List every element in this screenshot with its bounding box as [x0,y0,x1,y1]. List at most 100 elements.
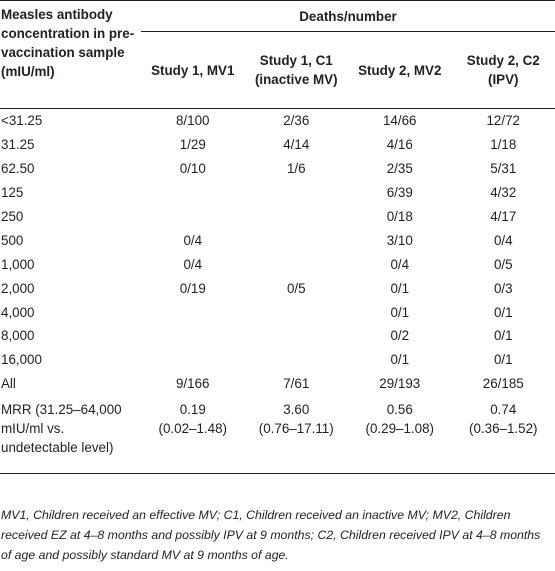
table-cell [141,181,245,205]
table-cell [245,324,349,348]
table-cell: 9/166 [175,376,210,392]
table-cell [245,300,349,324]
table-row: 4,000 0/1 0/1 [0,300,555,324]
table-row: 500 0/4 3/10 0/4 [0,228,555,252]
table-cell: 0/1 [390,352,410,368]
table-cell: 4/16 [386,137,413,153]
col-header-study1-c1: Study 1, C1 (inactive MV) [254,53,338,87]
mrr-value: 0.19 [179,401,206,417]
table-cell [141,324,245,348]
table-cell [245,252,349,276]
mrr-cell: 0.19 (0.02–1.48) [141,395,245,474]
table-cell: 0/1 [493,328,513,344]
table-cell [141,205,245,229]
table-cell: 0/19 [179,280,206,296]
row-label: 125 [1,185,24,201]
mrr-value: 0.74 [490,401,517,417]
mrr-cell: 0.56 (0.29–1.08) [348,395,452,474]
mrr-value: 0.56 [386,401,413,417]
table-cell: 0/1 [493,304,513,320]
row-label: 31.25 [1,137,35,153]
table-cell [245,228,349,252]
table-cell [141,348,245,372]
row-label: 8,000 [1,328,35,344]
table-cell: 0/1 [390,280,410,296]
table-cell: 5/31 [490,161,517,177]
table-cell: 8/100 [175,113,210,129]
table-row: 1,000 0/4 0/4 0/5 [0,252,555,276]
row-label: 62.50 [1,161,35,177]
table-cell: 29/193 [379,376,421,392]
row-label: <31.25 [1,113,43,129]
table-body: <31.25 8/100 2/36 14/66 12/72 31.25 1/29 4/14 4/… [0,109,555,474]
table-cell: 7/61 [283,376,310,392]
table-row: 250 0/18 4/17 [0,205,555,229]
col-header-study2-mv2: Study 2, MV2 [358,62,442,78]
table-cell: 4/14 [283,137,310,153]
mrr-row: MRR (31.25–64,000 mIU/ml vs. undetectable … [0,395,555,474]
table-cell: 4/17 [490,209,517,224]
table-cell: 1/29 [179,137,206,153]
table-cell [141,300,245,324]
table-cell: 0/2 [390,328,410,344]
table-row: 31.25 1/29 4/14 4/16 1/18 [0,133,555,157]
row-label: 16,000 [1,352,42,368]
table-footnote: MV1, Children received an effective MV; … [1,508,541,562]
table-cell [245,181,349,205]
table-cell: 0/4 [390,256,410,272]
table-cell: 12/72 [486,113,520,129]
group-header: Deaths/number [141,0,555,32]
table-cell: 0/10 [179,161,206,177]
mrr-ci: (0.29–1.08) [365,420,435,436]
table-cell: 0/4 [493,232,513,248]
table-cell: 0/4 [183,232,203,248]
header-row-group: Deaths/number [0,0,555,32]
mrr-label-line: mIU/ml vs. [1,420,65,436]
row-label: 2,000 [1,280,35,296]
table-row: 2,000 0/19 0/5 0/1 0/3 [0,276,555,300]
mrr-cell: 3.60 (0.76–17.11) [244,395,348,474]
table-cell: 0/18 [386,209,413,224]
mrr-label-line: MRR (31.25–64,000 [1,401,122,417]
table-cell: 1/18 [490,137,517,153]
table-cell: 4/32 [490,185,517,201]
table-cell: 6/39 [386,185,413,201]
table-cell: 0/3 [493,280,513,296]
table-cell: 0/1 [493,352,513,368]
col-header-study2-c2: Study 2, C2 (IPV) [466,53,540,87]
table-cell: 0/4 [183,256,203,272]
table-cell: 2/36 [283,113,310,129]
table-row: <31.25 8/100 2/36 14/66 12/72 [0,109,555,133]
row-label: All [1,376,16,392]
table-cell: 14/66 [382,113,417,129]
table-row: 62.50 0/10 1/6 2/35 5/31 [0,157,555,181]
table-cell: 0/5 [286,280,306,296]
table-cell: 3/10 [386,232,413,248]
mrr-ci: (0.02–1.48) [158,420,228,436]
row-label: 250 [1,209,24,224]
col-header-study1-mv1: Study 1, MV1 [151,62,235,78]
mrr-ci: (0.36–1.52) [469,420,538,436]
table-cell: 1/6 [286,161,306,177]
mrr-label: MRR (31.25–64,000 mIU/ml vs. undetectable … [0,395,141,474]
table-cell: 2/35 [386,161,413,177]
table-row: All 9/166 7/61 29/193 26/185 [0,372,555,396]
row-label: 4,000 [1,304,35,320]
mrr-value: 3.60 [283,401,310,417]
table-cell: 26/185 [482,376,524,392]
table-cell: 0/5 [493,256,513,272]
stub-header: Measles antibody concentration in pre-va… [1,7,135,79]
table-cell: 0/1 [390,304,410,320]
table-cell [245,348,349,372]
deaths-table: Deaths/number Study 1, MV1 Study 1, C1 (… [0,0,555,474]
row-label: 1,000 [1,256,35,272]
header-row-columns: Study 1, MV1 Study 1, C1 (inactive MV) S… [0,32,555,109]
table-row: 8,000 0/2 0/1 [0,324,555,348]
mrr-ci: (0.76–17.11) [258,420,334,436]
table-cell [245,205,349,229]
mrr-cell: 0.74 (0.36–1.52) [451,395,555,474]
table-row: 125 6/39 4/32 [0,181,555,205]
row-label: 500 [1,232,24,248]
mrr-label-line: undetectable level) [1,439,114,455]
